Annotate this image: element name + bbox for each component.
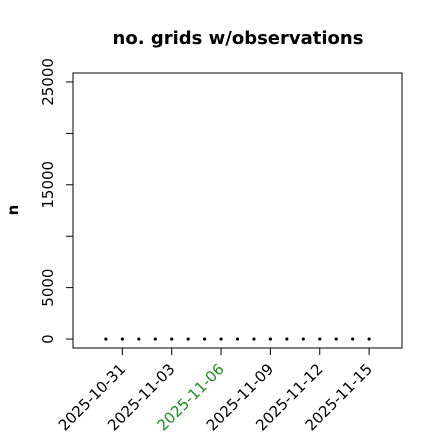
y-tick-label: 0 [39, 334, 57, 344]
point [301, 337, 305, 341]
y-tick-label: 15000 [39, 161, 57, 209]
point [186, 337, 190, 341]
point [285, 337, 289, 341]
point [153, 337, 157, 341]
point [203, 337, 207, 341]
point [318, 337, 322, 341]
point [235, 337, 240, 341]
point [120, 337, 124, 341]
y-axis-label: n [4, 205, 22, 216]
chart-title: no. grids w/observations [113, 28, 364, 49]
point [334, 337, 338, 341]
point [351, 337, 355, 341]
point [170, 337, 174, 341]
point [104, 337, 108, 341]
point [252, 337, 256, 341]
y-tick-label: 5000 [39, 269, 57, 307]
point [367, 337, 371, 341]
point [268, 337, 272, 341]
point [219, 337, 223, 341]
point [137, 337, 141, 341]
plot-box [72, 72, 403, 349]
y-tick-label: 25000 [39, 58, 57, 106]
